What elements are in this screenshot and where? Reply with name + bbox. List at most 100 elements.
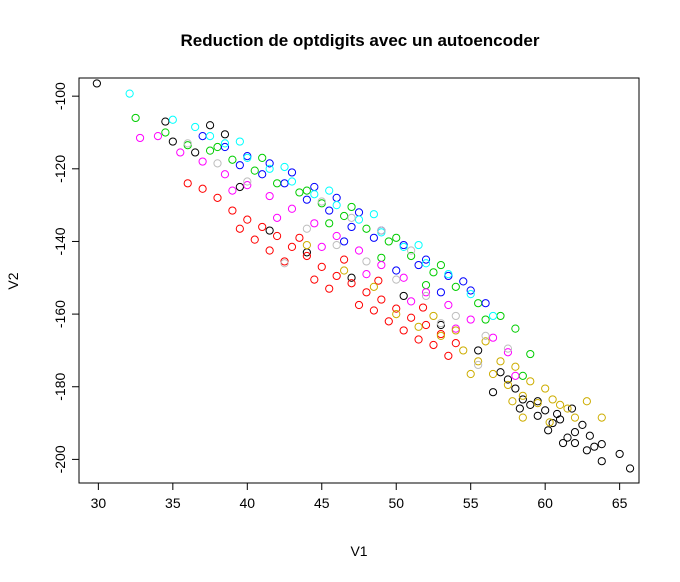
data-point [258,222,267,232]
y-tick-label: -200 [52,445,68,473]
data-point [198,132,207,141]
data-point [280,162,289,172]
data-point [347,213,356,222]
data-point [302,186,311,195]
data-point [503,348,513,357]
data-point [459,277,468,286]
plot-frame [78,77,640,484]
data-point [310,275,319,284]
data-point [369,282,378,291]
data-point [563,404,572,413]
y-tick-label: -140 [52,227,68,255]
data-point [407,297,416,306]
data-point [295,233,304,242]
data-point [558,438,568,448]
data-point [466,369,475,379]
x-tick-label: 60 [537,495,553,511]
data-point [466,315,475,324]
data-point [176,148,185,157]
data-point [220,170,230,179]
data-point [488,369,498,379]
data-point [287,168,297,177]
data-point [392,304,401,313]
y-tick-label: -120 [52,155,68,183]
data-point [503,380,513,390]
data-point [421,255,431,264]
data-point [374,276,383,285]
data-point [369,306,378,315]
data-point [421,291,431,301]
data-point [555,415,565,424]
data-point [332,231,341,241]
data-point [340,211,349,221]
data-point [488,388,498,397]
data-point [399,242,408,252]
data-point [258,170,267,179]
data-point [585,431,594,440]
data-point [451,339,460,348]
data-point [399,291,408,301]
data-point [332,201,341,210]
y-axis: -100 -120 -140 -160 -180 -200 [52,82,79,473]
data-point [555,400,565,410]
data-point [421,280,431,290]
data-point [228,206,237,215]
data-point [488,311,498,321]
data-point [362,270,371,279]
data-point [533,411,542,420]
data-point [444,300,453,310]
data-point [235,224,244,233]
data-point [191,148,200,157]
data-point [228,186,237,195]
data-point [220,130,230,139]
data-point [414,240,423,250]
data-point [399,273,408,282]
data-point [347,202,356,212]
data-point [332,271,341,281]
data-point [496,368,505,377]
data-point [354,246,364,255]
data-point [205,146,215,155]
data-point [325,284,334,293]
data-point [496,357,505,366]
data-point [213,142,222,152]
data-point [347,279,356,288]
data-point [508,397,517,406]
data-point [125,89,134,98]
data-point [302,224,311,233]
data-point [503,344,513,353]
data-point [451,282,460,291]
y-tick-label: -160 [52,300,68,328]
data-point [287,242,297,252]
data-point [287,177,297,186]
x-tick-label: 65 [612,495,628,511]
data-point [302,251,311,261]
data-point [325,206,334,215]
data-point [570,413,580,422]
data-point [421,288,431,297]
data-point [377,226,386,235]
data-point [135,133,145,143]
data-point [369,233,378,242]
data-point [459,346,468,355]
data-point [451,326,460,335]
data-point [436,331,446,340]
data-point [362,288,371,297]
data-point [265,246,274,255]
data-point [526,400,535,410]
data-point [205,132,215,141]
data-point [347,273,356,282]
data-point [625,464,635,473]
x-axis-label: V1 [350,543,367,559]
data-point [488,333,498,342]
data-point [228,155,237,164]
data-point [496,311,505,321]
data-point [272,213,282,222]
x-tick-label: 50 [388,495,404,511]
x-tick-label: 45 [314,495,330,511]
data-point [570,428,580,437]
data-point [362,224,371,233]
data-point [198,184,207,193]
data-point [250,235,259,244]
